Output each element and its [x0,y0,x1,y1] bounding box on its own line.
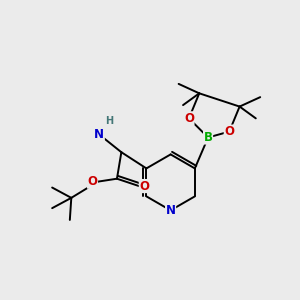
Text: O: O [184,112,194,125]
Text: B: B [204,131,213,144]
Text: N: N [166,204,176,217]
Text: O: O [88,175,98,188]
Text: N: N [94,128,104,141]
Text: H: H [106,116,114,126]
Text: O: O [139,180,149,193]
Text: O: O [224,125,234,138]
